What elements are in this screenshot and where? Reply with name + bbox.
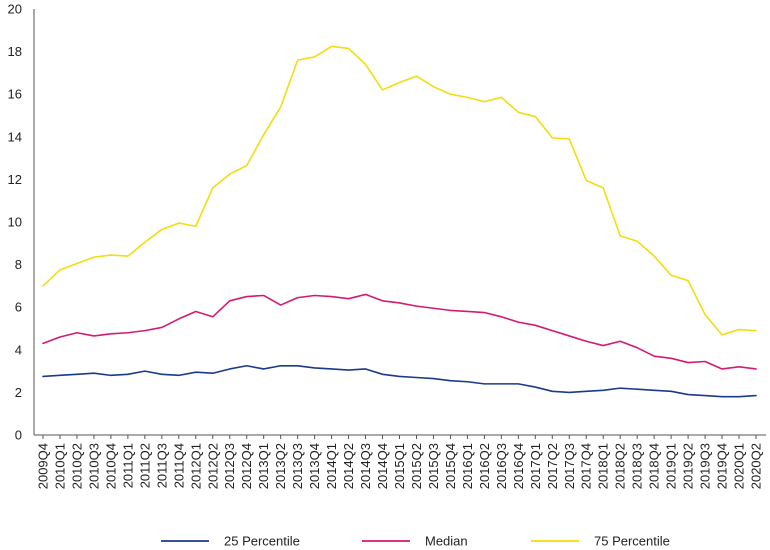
x-tick-label: 2017Q4 xyxy=(579,443,594,489)
x-tick-label: 2016Q2 xyxy=(477,443,492,489)
series-line-75-percentile xyxy=(42,45,757,336)
x-tick-label: 2015Q4 xyxy=(443,443,458,489)
x-tick-label: 2013Q1 xyxy=(256,443,271,489)
y-tick-label: 8 xyxy=(15,257,22,272)
x-tick-label: 2020Q2 xyxy=(749,443,764,489)
x-tick-label: 2019Q2 xyxy=(681,443,696,489)
x-tick-label: 2016Q3 xyxy=(494,443,509,489)
series-line-median xyxy=(42,293,757,370)
x-tick-label: 2013Q4 xyxy=(307,443,322,489)
x-tick-label: 2020Q1 xyxy=(732,443,747,489)
x-tick-label: 2012Q3 xyxy=(222,443,237,489)
x-tick-label: 2010Q3 xyxy=(86,443,101,489)
x-tick-label: 2013Q2 xyxy=(273,443,288,489)
x-tick-label: 2011Q1 xyxy=(120,443,135,488)
x-tick-label: 2014Q1 xyxy=(324,443,339,489)
x-tick-label: 2014Q2 xyxy=(341,443,356,489)
x-tick-label: 2014Q3 xyxy=(358,443,373,489)
x-tick-label: 2017Q1 xyxy=(528,443,543,489)
x-tick-label: 2009Q4 xyxy=(36,443,51,489)
legend: 25 Percentile Median 75 Percentile xyxy=(161,534,670,549)
y-tick-label: 4 xyxy=(15,342,22,357)
x-tick-label: 2018Q3 xyxy=(630,443,645,489)
series-lines xyxy=(42,45,757,398)
y-tick-label: 18 xyxy=(8,44,22,59)
x-tick-label: 2012Q2 xyxy=(205,443,220,489)
x-tick-label: 2016Q1 xyxy=(460,443,475,489)
x-tick-label: 2018Q2 xyxy=(613,443,628,489)
x-tick-label: 2014Q4 xyxy=(375,443,390,489)
legend-label-25-percentile: 25 Percentile xyxy=(224,534,300,549)
legend-label-median: Median xyxy=(425,534,468,549)
y-tick-label: 2 xyxy=(15,385,22,400)
y-tick-label: 6 xyxy=(15,300,22,315)
x-tick-label: 2015Q2 xyxy=(409,443,424,489)
x-tick-label: 2012Q1 xyxy=(188,443,203,489)
x-tick-label: 2017Q3 xyxy=(562,443,577,489)
y-tick-label: 20 xyxy=(8,2,22,17)
y-tick-label: 0 xyxy=(15,428,22,443)
y-tick-label: 12 xyxy=(8,172,22,187)
y-tick-label: 14 xyxy=(8,129,22,144)
x-tick-label: 2013Q3 xyxy=(290,443,305,489)
x-tick-label: 2018Q1 xyxy=(596,443,611,489)
y-axis-ticks: 0 2 4 6 8 10 12 14 16 18 20 xyxy=(8,2,22,443)
x-tick-label: 2017Q2 xyxy=(545,443,560,489)
x-tick-label: 2015Q1 xyxy=(392,443,407,489)
x-tick-label: 2016Q4 xyxy=(511,443,526,489)
series-line-25-percentile xyxy=(42,364,757,398)
x-tick-label: 2011Q2 xyxy=(137,443,152,488)
x-tick-label: 2012Q4 xyxy=(239,443,254,489)
x-tick-label: 2010Q4 xyxy=(103,443,118,489)
y-tick-label: 10 xyxy=(8,215,22,230)
x-tick-label: 2019Q3 xyxy=(698,443,713,489)
x-axis-ticks: 2009Q4 2010Q1 2010Q2 2010Q3 2010Q4 2011Q1 2011… xyxy=(36,435,764,489)
x-tick-label: 2019Q1 xyxy=(664,443,679,489)
x-tick-label: 2015Q3 xyxy=(426,443,441,489)
x-tick-label: 2010Q2 xyxy=(69,443,84,489)
x-tick-label: 2018Q4 xyxy=(647,443,662,489)
x-tick-label: 2010Q1 xyxy=(52,443,67,489)
x-tick-label: 2011Q3 xyxy=(154,443,169,488)
y-tick-label: 16 xyxy=(8,87,22,102)
x-tick-label: 2011Q4 xyxy=(171,443,186,488)
x-tick-label: 2019Q4 xyxy=(715,443,730,489)
legend-label-75-percentile: 75 Percentile xyxy=(594,534,670,549)
